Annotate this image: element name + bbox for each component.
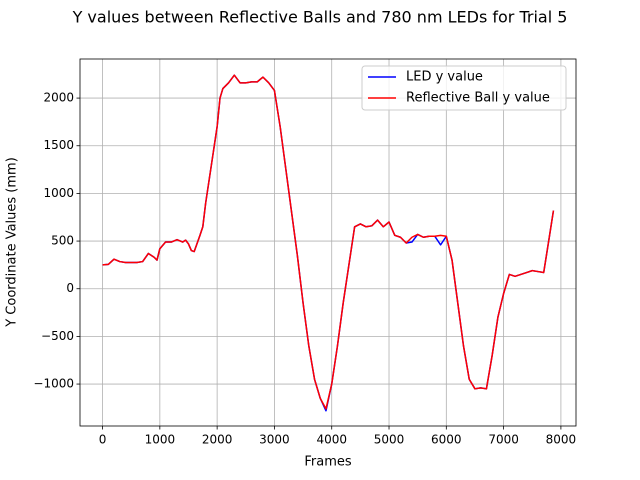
x-tick-label: 3000 [259,433,290,447]
y-tick-label: 1000 [43,186,74,200]
y-tick-label: 500 [51,234,74,248]
legend-label: Reflective Ball y value [406,91,550,106]
y-tick-label: 2000 [43,91,74,105]
x-tick-label: 7000 [488,433,519,447]
legend-label: LED y value [406,70,483,85]
x-tick-label: 5000 [374,433,405,447]
x-tick-label: 4000 [316,433,347,447]
axes-frame [79,58,577,427]
x-tick-label: 0 [99,433,107,447]
x-axis-label: Frames [304,455,352,470]
x-tick-label: 1000 [145,433,176,447]
y-tick-label: −500 [41,329,74,343]
series-line [102,74,555,410]
y-tick-label: 0 [66,281,74,295]
legend-box [361,65,567,111]
chart-title: Y values between Reflective Balls and 78… [72,8,568,27]
x-tick-label: 2000 [202,433,233,447]
series-line [102,74,555,412]
x-tick-label: 8000 [546,433,577,447]
y-axis-label: Y Coordinate Values (mm) [5,157,20,328]
y-tick-label: −1000 [33,377,74,391]
y-tick-label: 1500 [43,138,74,152]
x-tick-label: 6000 [431,433,462,447]
